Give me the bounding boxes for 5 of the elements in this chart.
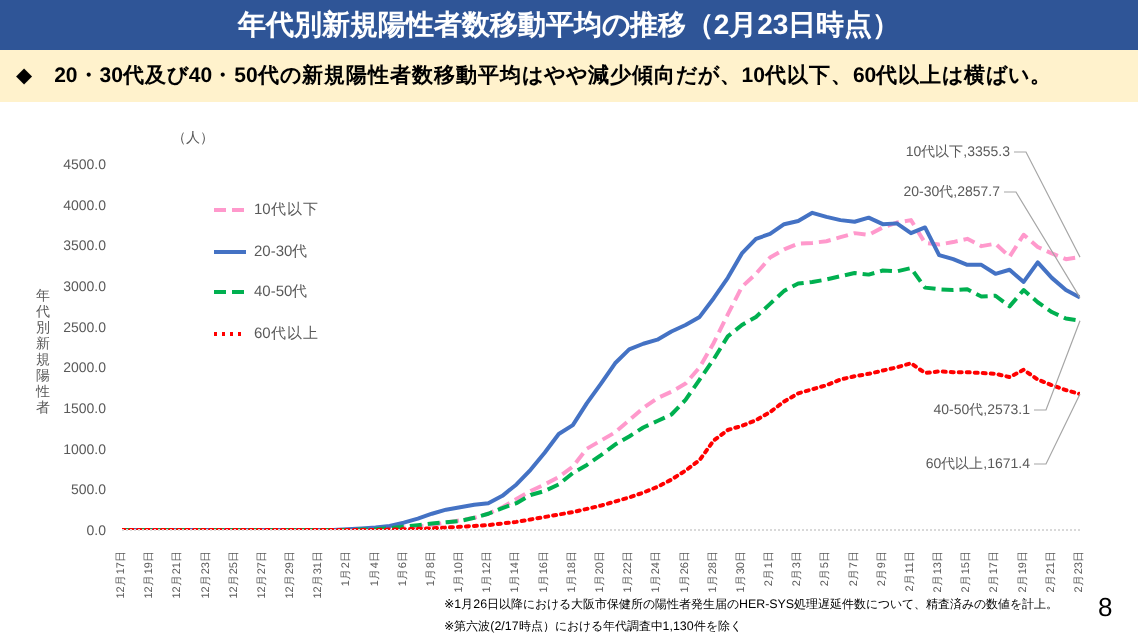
- text: 8: [1098, 592, 1113, 622]
- chart-title: 年代別新規陽性者数移動平均の推移（2月23日時点）: [0, 0, 1138, 50]
- line-series: [122, 361, 1080, 530]
- line-series: [122, 266, 1080, 530]
- chart-subtitle: ◆ 20・30代及び40・50代の新規陽性者数移動平均はやや減少傾向だが、10代以下、60代以上は横ばい。: [0, 50, 1138, 102]
